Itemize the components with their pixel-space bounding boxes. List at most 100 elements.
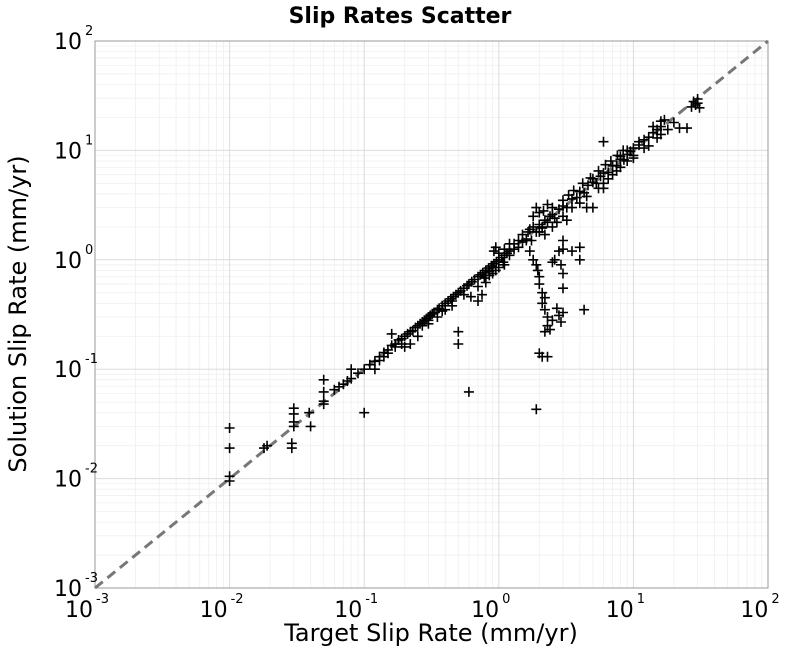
data-point xyxy=(567,246,577,257)
data-point xyxy=(346,373,357,384)
data-point xyxy=(612,150,623,161)
data-point xyxy=(558,307,568,318)
data-point xyxy=(487,268,498,279)
data-point xyxy=(465,291,476,302)
data-point xyxy=(405,339,416,349)
data-point xyxy=(556,317,566,327)
data-point xyxy=(318,386,329,397)
data-point xyxy=(318,396,329,407)
data-point xyxy=(432,312,443,322)
data-point xyxy=(427,308,438,319)
data-point xyxy=(574,186,585,197)
data-point xyxy=(628,153,639,164)
data-point xyxy=(523,226,534,237)
x-tick-label: 10 -2 xyxy=(200,592,244,623)
data-point xyxy=(359,364,370,375)
data-point xyxy=(453,339,464,349)
data-point xyxy=(423,315,434,326)
data-point xyxy=(532,265,543,276)
data-point xyxy=(558,244,568,255)
data-point xyxy=(447,296,458,306)
y-axis-label: Solution Slip Rate (mm/yr) xyxy=(4,155,32,472)
data-point xyxy=(346,364,357,375)
data-point xyxy=(513,242,524,253)
data-point xyxy=(318,374,329,385)
data-point xyxy=(479,273,490,284)
data-point xyxy=(304,407,315,418)
x-tick-label: 10 -1 xyxy=(334,592,378,623)
data-point xyxy=(618,145,629,156)
data-point xyxy=(574,242,585,253)
data-point xyxy=(648,121,659,132)
data-point xyxy=(534,207,545,218)
data-point xyxy=(563,190,574,201)
data-point xyxy=(593,165,604,176)
data-point xyxy=(531,404,542,415)
data-point xyxy=(369,364,380,375)
data-point xyxy=(571,192,582,203)
data-point xyxy=(639,143,650,154)
data-point xyxy=(286,438,297,449)
data-point xyxy=(453,287,464,298)
data-point xyxy=(458,289,469,300)
data-point xyxy=(288,403,299,414)
data-point xyxy=(542,217,553,228)
data-point xyxy=(643,140,654,151)
data-point xyxy=(473,281,483,292)
data-point xyxy=(634,136,644,147)
data-point xyxy=(603,173,614,184)
data-point xyxy=(600,159,611,170)
data-point xyxy=(558,283,568,294)
x-tick-label: 10 2 xyxy=(740,592,779,623)
data-point xyxy=(542,199,553,210)
data-point xyxy=(682,123,692,134)
data-point xyxy=(558,235,568,246)
data-point xyxy=(417,320,428,331)
data-point xyxy=(453,326,464,337)
data-point xyxy=(581,202,592,213)
grid-layer xyxy=(94,40,769,589)
data-point xyxy=(561,215,572,226)
points-layer xyxy=(224,94,705,486)
data-point xyxy=(539,229,550,240)
data-point xyxy=(531,259,542,270)
data-point xyxy=(539,292,550,303)
data-point xyxy=(574,198,585,209)
data-point xyxy=(694,102,705,113)
data-point xyxy=(499,259,510,270)
x-tick-label: 10 1 xyxy=(606,592,645,623)
data-point xyxy=(537,221,548,232)
y-tick-label: 10 -2 xyxy=(54,462,98,493)
data-point xyxy=(622,156,633,166)
data-point xyxy=(556,259,566,270)
data-point xyxy=(473,296,483,306)
y-tick-label: 10 -3 xyxy=(54,571,98,602)
data-point xyxy=(477,289,487,300)
data-point xyxy=(558,268,568,279)
data-point xyxy=(577,178,588,189)
data-point xyxy=(382,348,393,359)
data-point xyxy=(305,421,316,432)
data-point xyxy=(396,339,407,349)
plot-frame xyxy=(94,40,769,589)
data-point xyxy=(598,136,609,147)
data-point xyxy=(412,331,423,342)
data-point xyxy=(692,94,703,104)
x-tick-labels: 10 -3 10 -2 10 -1 10 0 10 1 10 2 xyxy=(65,592,780,623)
data-point xyxy=(659,114,670,125)
data-point xyxy=(579,304,590,315)
y-tick-label: 10 0 xyxy=(54,243,93,274)
y-tick-label: 10 1 xyxy=(54,133,93,164)
data-point xyxy=(547,315,558,326)
data-point xyxy=(567,202,577,213)
data-point xyxy=(662,124,673,135)
data-point xyxy=(538,205,549,216)
data-point xyxy=(585,172,596,183)
x-tick-label: 10 -3 xyxy=(65,592,109,623)
data-point xyxy=(490,242,501,253)
data-point xyxy=(568,185,579,196)
x-tick-label: 10 0 xyxy=(471,592,510,623)
data-point xyxy=(545,211,555,222)
